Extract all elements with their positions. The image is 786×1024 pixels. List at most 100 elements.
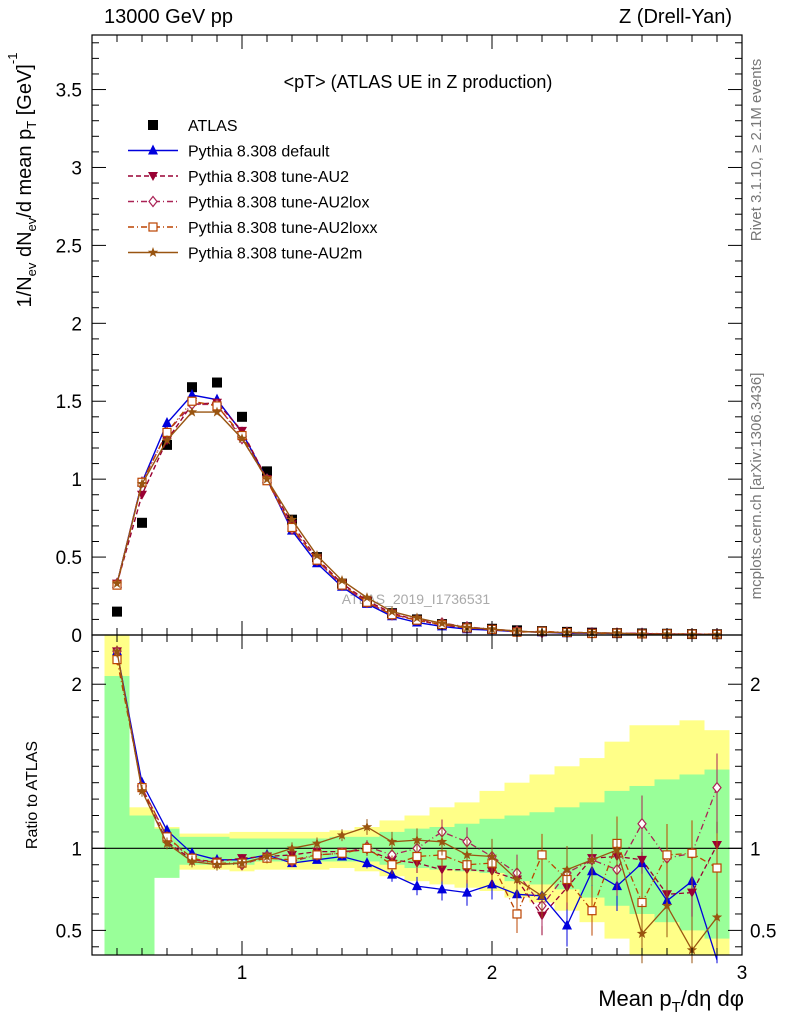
mc-point (162, 824, 172, 835)
rivet-label: Rivet 3.1.10, ≥ 2.1M events (748, 59, 765, 242)
mc-point (361, 592, 373, 602)
mc-point (186, 856, 198, 866)
y-tick-label: 2.5 (56, 236, 82, 257)
mc-point (362, 843, 372, 853)
mc-point (437, 865, 447, 875)
legend-label: Pythia 8.308 tune-AU2lox (188, 195, 369, 212)
mc-point (312, 850, 322, 860)
ratio-bands (104, 635, 730, 955)
mc-point (287, 855, 297, 865)
mc-point (148, 195, 158, 208)
mc-point (411, 612, 423, 623)
legend-entry: Pythia 8.308 tune-AU2m (128, 246, 362, 263)
header-right: Z (Drell-Yan) (619, 6, 732, 28)
header-left: 13000 GeV pp (104, 6, 233, 28)
legend-label: Pythia 8.308 tune-AU2 (188, 169, 349, 186)
mc-point (486, 851, 498, 861)
mc-point (161, 434, 173, 445)
main-ylabel: 1/Nev dNev/d mean pT [GeV]-1 (5, 53, 39, 308)
mc-point (712, 781, 722, 794)
mc-point (511, 874, 523, 884)
legend-entry: Pythia 8.308 tune-AU2 (128, 169, 349, 186)
mc-point (362, 857, 372, 868)
mc-point (148, 222, 158, 232)
mc-point (587, 906, 597, 916)
chart-title: <pT> (ATLAS UE in Z production) (284, 72, 553, 92)
mcplots-label: mcplots.cern.ch [arXiv:1306.3436] (748, 373, 765, 600)
mc-point (261, 473, 273, 484)
data-point (187, 382, 197, 393)
mc-point (386, 606, 398, 617)
mc-point (311, 550, 323, 560)
legend-entry: Pythia 8.308 tune-AU2loxx (128, 220, 377, 237)
y-tick-label: 1.5 (56, 392, 82, 413)
mc-point (436, 836, 448, 847)
mc-point (387, 860, 397, 870)
mc-point (186, 406, 198, 417)
mc-point (187, 389, 197, 399)
legend-entry: Pythia 8.308 tune-AU2lox (128, 195, 369, 212)
legend-entry: Pythia 8.308 default (128, 144, 330, 161)
mc-point (661, 900, 673, 911)
mc-point (136, 478, 148, 489)
mc-point (261, 851, 273, 861)
legend-label: Pythia 8.308 tune-AU2m (188, 246, 362, 263)
mc-point (637, 855, 647, 865)
mc-point (287, 522, 297, 533)
y-tick-label: 2 (71, 314, 82, 335)
mc-point (711, 911, 723, 922)
mc-point (662, 850, 672, 860)
mc-point (462, 886, 472, 897)
legend-label: Pythia 8.308 tune-AU2loxx (188, 220, 377, 237)
mc-point (512, 909, 522, 919)
legend-entry: ATLAS (148, 118, 238, 135)
mc-point (461, 622, 473, 632)
mc-point (148, 172, 158, 181)
ratio-y-tick-label-right: 1 (750, 839, 761, 860)
mc-point (586, 854, 598, 865)
y-tick-label: 0 (71, 626, 82, 647)
mc-point (286, 842, 298, 853)
ratio-panel (92, 645, 742, 964)
mc-point (637, 817, 647, 830)
mc-point (411, 834, 423, 845)
y-tick-label: 1 (71, 470, 82, 491)
watermark: ATLAS_2019_I1736531 (342, 591, 491, 607)
mc-point (412, 880, 422, 891)
mc-point (611, 844, 623, 855)
mc-point (537, 850, 547, 860)
y-tick-label: 3.5 (56, 81, 82, 102)
mc-point (161, 837, 173, 848)
x-tick-label: 3 (737, 963, 748, 984)
mc-point (236, 433, 248, 444)
ratio-y-tick-label: 2 (71, 675, 82, 696)
mc-point (337, 848, 347, 858)
mc-point (187, 396, 197, 406)
mc-point (636, 928, 648, 939)
mc-point (336, 829, 348, 840)
x-tick-label: 2 (487, 963, 498, 984)
mc-point (687, 848, 697, 858)
mc-point (111, 578, 123, 588)
y-tick-label: 0.5 (56, 548, 82, 569)
data-point (148, 120, 158, 130)
ratio-y-tick-label: 0.5 (56, 921, 82, 942)
x-tick-label: 1 (237, 963, 248, 984)
mc-point (211, 406, 223, 417)
data-point (262, 466, 272, 477)
mc-point (136, 785, 148, 796)
ratio-y-tick-label-right: 2 (750, 675, 761, 696)
axes-frames: 0 0.5 1 1.5 2 2.5 3 3.5 0.5 0.5 1 1 2 2 1 2 3 (56, 34, 776, 984)
ratio-series-pythia-8-308-tune-au2m (111, 645, 723, 964)
mc-point (436, 617, 448, 628)
mc-point (286, 514, 298, 525)
mc-point (687, 888, 697, 898)
mc-point (236, 857, 248, 868)
mc-point (437, 883, 447, 894)
mc-point (562, 919, 572, 930)
ratio-y-tick-label-right: 0.5 (750, 921, 776, 942)
mc-point (211, 859, 223, 870)
mc-point (712, 863, 722, 873)
ratio-ylabel: Ratio to ATLAS (24, 741, 41, 849)
